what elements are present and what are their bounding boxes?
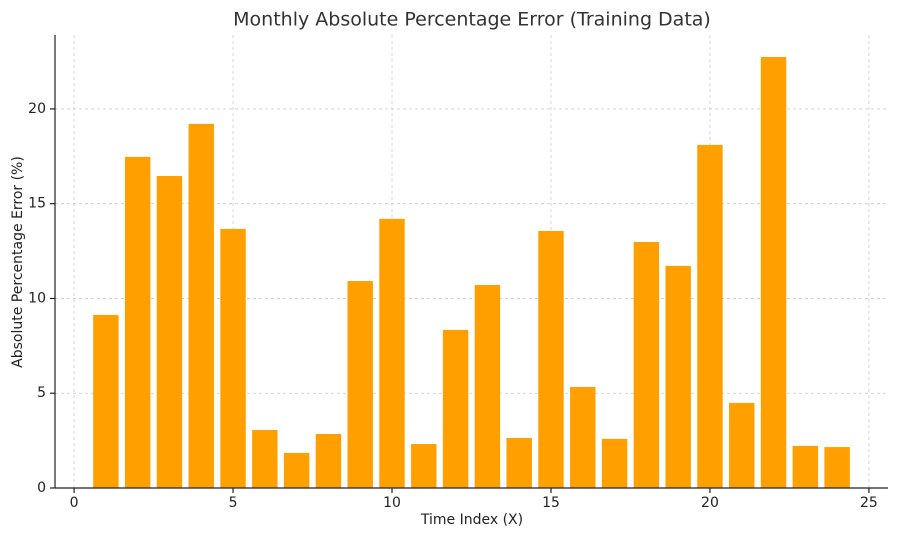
bar [824,447,850,488]
bar [411,444,437,488]
bar [283,452,310,488]
bar [729,402,755,488]
y-tick-label: 5 [37,385,46,401]
bar [506,437,532,488]
bar [379,218,405,488]
bar [697,144,723,489]
bar [124,156,151,488]
bar [442,329,469,488]
bar [760,56,787,489]
bar [156,176,183,488]
bar [570,386,596,488]
x-axis-label: Time Index (X) [420,512,523,528]
bar [315,433,342,488]
bar [252,430,278,488]
y-tick-label: 15 [28,196,46,212]
y-axis-label: Absolute Percentage Error (%) [10,156,26,368]
bar [601,438,628,488]
x-tick-label: 25 [860,495,878,511]
bar [792,445,819,488]
x-tick-label: 15 [542,495,560,511]
bar [220,228,246,488]
x-tick-label: 5 [229,495,238,511]
y-tick-label: 20 [28,101,46,117]
x-tick-label: 0 [70,495,79,511]
x-tick-label: 20 [701,495,719,511]
y-tick-label: 10 [28,290,46,306]
bar [188,123,214,489]
bar [93,314,119,488]
y-tick-label: 0 [37,480,46,496]
chart-title: Monthly Absolute Percentage Error (Train… [233,9,711,31]
bar [633,241,660,488]
bar [538,230,564,488]
bar [347,281,373,488]
bar [665,265,691,488]
x-tick-label: 10 [383,495,401,511]
bar [474,285,501,488]
